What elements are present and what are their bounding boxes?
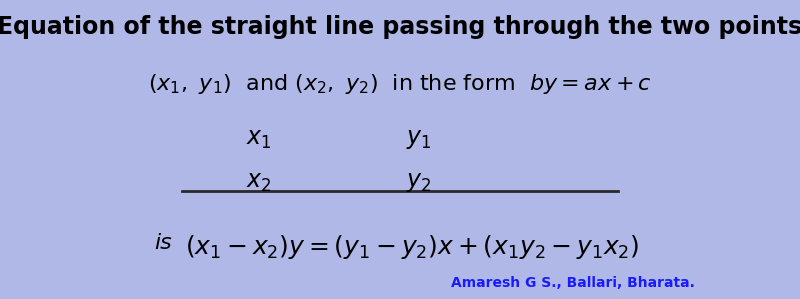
Text: Equation of the straight line passing through the two points: Equation of the straight line passing th… [0, 15, 800, 39]
Text: $(x_1 - x_2)y = (y_1 - y_2)x + (x_1y_2 - y_1x_2)$: $(x_1 - x_2)y = (y_1 - y_2)x + (x_1y_2 -… [185, 233, 639, 261]
Text: Amaresh G S., Ballari, Bharata.: Amaresh G S., Ballari, Bharata. [451, 276, 695, 290]
Text: $x_2$: $x_2$ [246, 170, 271, 194]
Text: $(x_1,\ y_1)$  and $(x_2,\ y_2)$  in the form  $by = ax + c$: $(x_1,\ y_1)$ and $(x_2,\ y_2)$ in the f… [148, 72, 652, 96]
Text: $x_1$: $x_1$ [246, 127, 271, 151]
Text: $y_1$: $y_1$ [406, 127, 431, 151]
Text: $y_2$: $y_2$ [406, 170, 431, 194]
Text: is: is [154, 233, 172, 253]
